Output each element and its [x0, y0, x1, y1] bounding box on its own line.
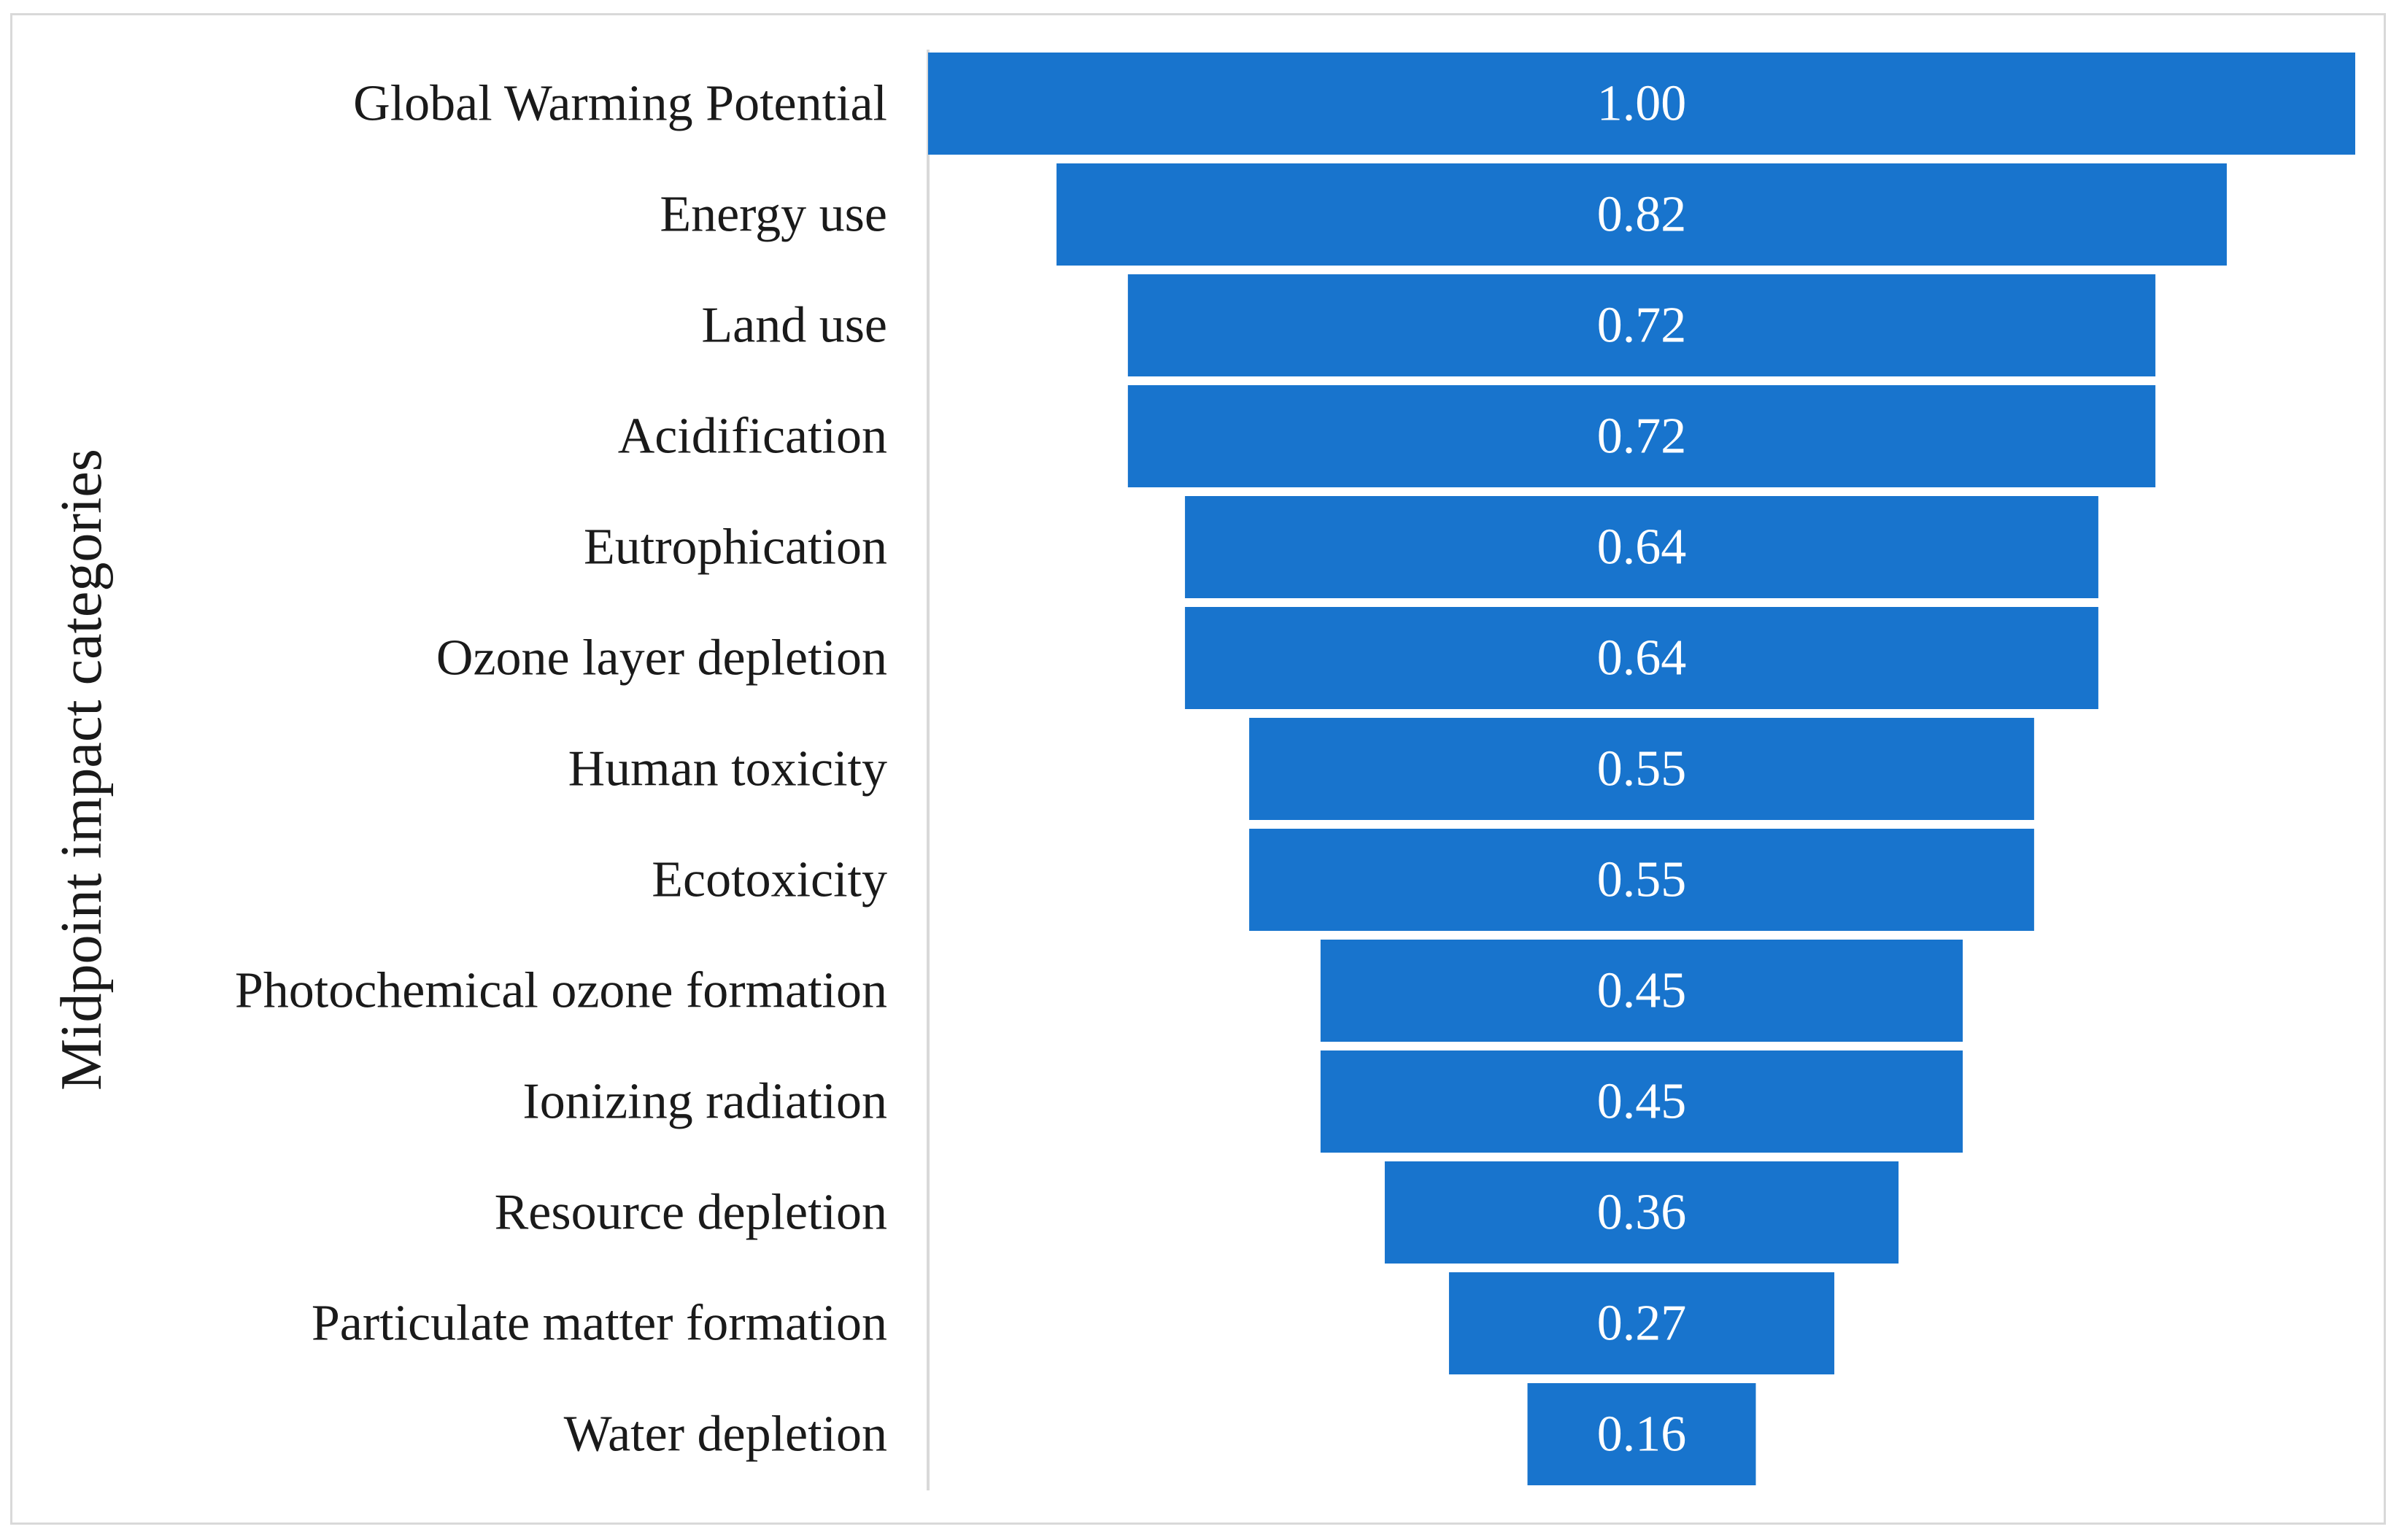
category-label: Eutrophication [584, 519, 887, 576]
value-label: 0.45 [1597, 963, 1687, 1019]
category-label: Photochemical ozone formation [235, 963, 887, 1019]
category-label: Water depletion [564, 1406, 887, 1463]
value-label: 0.64 [1597, 630, 1687, 686]
category-label: Ionizing radiation [522, 1074, 887, 1130]
value-label: 0.55 [1597, 741, 1687, 797]
category-label: Energy use [660, 187, 887, 243]
funnel-chart: Midpoint impact categories Global Warmin… [0, 0, 2399, 1540]
category-label: Acidification [618, 409, 887, 465]
value-label: 0.55 [1597, 852, 1687, 908]
value-label: 0.27 [1597, 1296, 1687, 1352]
y-axis-title: Midpoint impact categories [50, 449, 114, 1091]
category-label: Ozone layer depletion [436, 630, 887, 686]
value-label: 0.16 [1597, 1406, 1687, 1463]
category-labels-group: Global Warming Potential Energy use Land u… [235, 76, 887, 1463]
value-label: 0.64 [1597, 519, 1687, 576]
category-label: Particulate matter formation [312, 1296, 887, 1352]
category-label: Global Warming Potential [353, 76, 887, 132]
value-label: 0.72 [1597, 298, 1687, 354]
value-label: 0.72 [1597, 409, 1687, 465]
category-label: Land use [701, 298, 887, 354]
category-label: Resource depletion [495, 1185, 887, 1241]
category-label: Human toxicity [568, 741, 887, 797]
value-label: 0.82 [1597, 187, 1687, 243]
value-label: 1.00 [1597, 76, 1687, 132]
value-label: 0.36 [1597, 1185, 1687, 1241]
value-label: 0.45 [1597, 1074, 1687, 1130]
category-label: Ecotoxicity [652, 852, 887, 908]
